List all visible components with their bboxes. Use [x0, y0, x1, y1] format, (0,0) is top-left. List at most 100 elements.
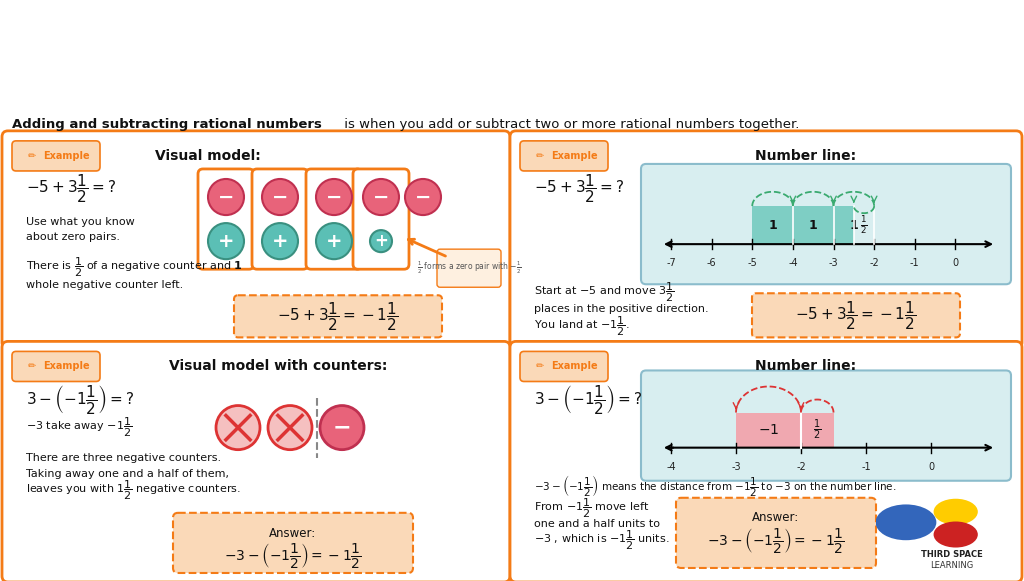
Text: −: − — [415, 188, 431, 206]
Text: −: − — [271, 188, 288, 206]
Text: whole negative counter left.: whole negative counter left. — [26, 280, 183, 290]
Text: is when you add or subtract two or more rational numbers together.: is when you add or subtract two or more … — [340, 119, 800, 131]
Text: one and a half units to: one and a half units to — [534, 519, 660, 529]
Text: Number line:: Number line: — [756, 149, 856, 163]
Text: +: + — [326, 232, 342, 250]
FancyBboxPatch shape — [252, 169, 308, 269]
Text: −: − — [326, 188, 342, 206]
Text: −: − — [373, 188, 389, 206]
Text: -2: -2 — [796, 462, 806, 472]
Text: ✏: ✏ — [28, 361, 36, 371]
FancyBboxPatch shape — [12, 141, 100, 171]
FancyBboxPatch shape — [2, 131, 510, 349]
Text: THIRD SPACE: THIRD SPACE — [921, 550, 982, 558]
FancyBboxPatch shape — [520, 352, 608, 382]
FancyBboxPatch shape — [752, 293, 961, 338]
Text: $3-\left(-1\dfrac{1}{2}\right)=$?: $3-\left(-1\dfrac{1}{2}\right)=$? — [26, 383, 134, 416]
Text: -3: -3 — [731, 462, 740, 472]
Text: −: − — [333, 418, 351, 437]
Text: -2: -2 — [869, 258, 879, 268]
Text: about zero pairs.: about zero pairs. — [26, 232, 120, 242]
Text: $\frac{1}{2}$: $\frac{1}{2}$ — [813, 418, 821, 442]
Text: Example: Example — [551, 151, 598, 161]
Text: -1: -1 — [910, 258, 920, 268]
Text: You land at $-1\dfrac{1}{2}$.: You land at $-1\dfrac{1}{2}$. — [534, 315, 630, 338]
Circle shape — [262, 223, 298, 259]
FancyBboxPatch shape — [641, 164, 1011, 284]
Text: -4: -4 — [788, 258, 798, 268]
Circle shape — [934, 522, 978, 547]
Text: $-1$: $-1$ — [758, 423, 779, 437]
Text: 1: 1 — [809, 218, 817, 232]
Text: There are three negative counters.: There are three negative counters. — [26, 453, 221, 462]
FancyBboxPatch shape — [12, 352, 100, 382]
Text: LEARNING: LEARNING — [930, 561, 973, 570]
Text: places in the positive direction.: places in the positive direction. — [534, 304, 709, 314]
Text: leaves you with $1\dfrac{1}{2}$ negative counters.: leaves you with $1\dfrac{1}{2}$ negative… — [26, 478, 241, 501]
FancyBboxPatch shape — [353, 169, 409, 269]
Circle shape — [406, 179, 441, 215]
Text: $-5+3\dfrac{1}{2}=$?: $-5+3\dfrac{1}{2}=$? — [534, 173, 625, 206]
Circle shape — [262, 179, 298, 215]
FancyBboxPatch shape — [173, 513, 413, 573]
FancyBboxPatch shape — [198, 169, 254, 269]
Circle shape — [370, 230, 392, 252]
Text: From $-1\dfrac{1}{2}$ move left: From $-1\dfrac{1}{2}$ move left — [534, 496, 649, 519]
Text: +: + — [271, 232, 288, 250]
FancyBboxPatch shape — [510, 342, 1022, 581]
Text: Visual model with counters:: Visual model with counters: — [169, 360, 387, 374]
Text: Answer:: Answer: — [269, 528, 316, 540]
Circle shape — [316, 179, 352, 215]
Text: Answer:: Answer: — [753, 511, 800, 524]
Circle shape — [208, 179, 244, 215]
Text: Example: Example — [43, 361, 90, 371]
Text: $-3-\left(-1\dfrac{1}{2}\right)=-1\dfrac{1}{2}$: $-3-\left(-1\dfrac{1}{2}\right)=-1\dfrac… — [708, 526, 845, 555]
Circle shape — [208, 223, 244, 259]
FancyBboxPatch shape — [234, 295, 442, 338]
Text: +: + — [218, 232, 234, 250]
FancyBboxPatch shape — [676, 498, 876, 568]
Circle shape — [362, 179, 399, 215]
Circle shape — [934, 498, 978, 525]
FancyBboxPatch shape — [641, 371, 1011, 480]
FancyBboxPatch shape — [520, 141, 608, 171]
Text: $-5+3\dfrac{1}{2}=$?: $-5+3\dfrac{1}{2}=$? — [26, 173, 116, 206]
FancyBboxPatch shape — [2, 342, 510, 581]
FancyBboxPatch shape — [437, 249, 501, 287]
Circle shape — [316, 223, 352, 259]
Text: 0: 0 — [928, 462, 934, 472]
Circle shape — [268, 406, 312, 450]
Text: $3-\left(-1\dfrac{1}{2}\right)=$?: $3-\left(-1\dfrac{1}{2}\right)=$? — [534, 383, 642, 416]
Text: $-3-\left(-1\dfrac{1}{2}\right)$ means the distance from $-1\dfrac{1}{2}$ to $-3: $-3-\left(-1\dfrac{1}{2}\right)$ means t… — [534, 473, 897, 498]
Text: ✏: ✏ — [536, 151, 544, 161]
Text: 0: 0 — [952, 258, 958, 268]
Text: $-5+3\dfrac{1}{2}=-1\dfrac{1}{2}$: $-5+3\dfrac{1}{2}=-1\dfrac{1}{2}$ — [796, 299, 916, 332]
Text: ✏: ✏ — [536, 361, 544, 371]
Text: -7: -7 — [667, 258, 676, 268]
FancyBboxPatch shape — [306, 169, 362, 269]
Text: Visual model:: Visual model: — [155, 149, 261, 163]
Text: Example: Example — [43, 151, 90, 161]
Text: $-3$ take away $-1\dfrac{1}{2}$: $-3$ take away $-1\dfrac{1}{2}$ — [26, 416, 132, 439]
Text: -1: -1 — [861, 462, 870, 472]
FancyBboxPatch shape — [753, 206, 854, 244]
Text: Taking away one and a half of them,: Taking away one and a half of them, — [26, 469, 229, 479]
Text: -4: -4 — [667, 462, 676, 472]
Text: $\frac{1}{2}$: $\frac{1}{2}$ — [860, 214, 867, 236]
FancyBboxPatch shape — [510, 131, 1022, 349]
Text: There is $\dfrac{1}{2}$ of a negative counter and $\mathbf{1}$: There is $\dfrac{1}{2}$ of a negative co… — [26, 256, 243, 279]
Text: Adding and subtracting rational numbers: Adding and subtracting rational numbers — [12, 119, 322, 131]
Text: $-5+3\dfrac{1}{2}=-1\dfrac{1}{2}$: $-5+3\dfrac{1}{2}=-1\dfrac{1}{2}$ — [278, 300, 398, 333]
Text: Example: Example — [551, 361, 598, 371]
Text: -3: -3 — [828, 258, 839, 268]
Text: 1: 1 — [768, 218, 777, 232]
Circle shape — [876, 504, 936, 540]
Text: $\frac{1}{2}$ forms a zero pair with $-\frac{1}{2}$: $\frac{1}{2}$ forms a zero pair with $-\… — [417, 260, 521, 277]
Text: 1: 1 — [850, 218, 858, 232]
Text: $-3-\left(-1\dfrac{1}{2}\right)=-1\dfrac{1}{2}$: $-3-\left(-1\dfrac{1}{2}\right)=-1\dfrac… — [224, 541, 361, 571]
Circle shape — [319, 406, 364, 450]
Text: +: + — [374, 232, 388, 250]
FancyBboxPatch shape — [736, 413, 834, 447]
Text: Use what you know: Use what you know — [26, 217, 135, 227]
Text: Adding and Subtracting Rational Numbers: Adding and Subtracting Rational Numbers — [15, 28, 1009, 70]
